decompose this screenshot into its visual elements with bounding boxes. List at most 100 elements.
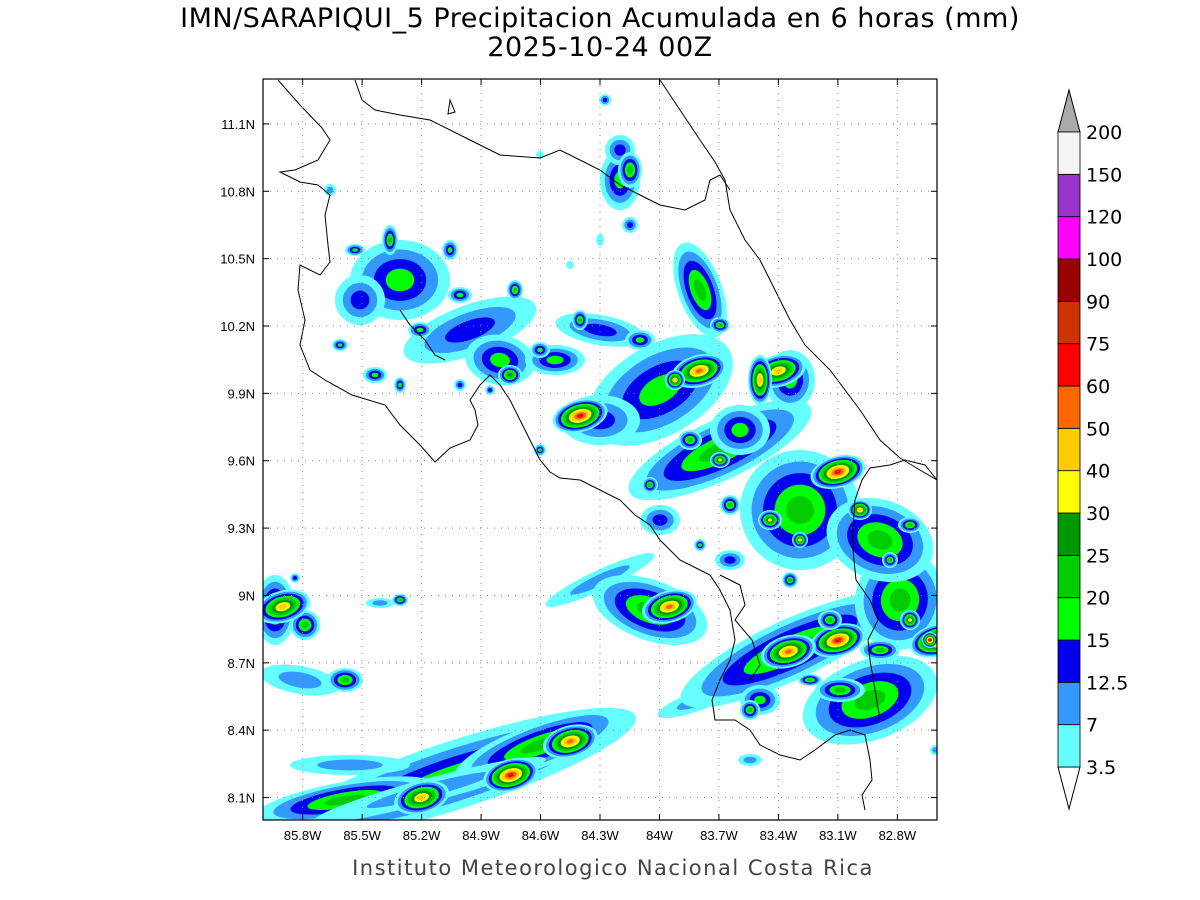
colorbar-level-label: 30 [1086, 503, 1110, 525]
precip-cell [738, 754, 762, 766]
precip-cell [263, 664, 340, 696]
precip-contour [445, 317, 495, 343]
precip-cell [485, 385, 495, 395]
precip-cell [671, 353, 727, 388]
precip-contour [456, 292, 464, 298]
precip-contour [350, 290, 370, 310]
precip-contour [490, 352, 510, 368]
precip-cell [782, 572, 798, 588]
title-line-1: IMN/SARAPIQUI_5 Precipitacion Acumulada … [180, 3, 1020, 34]
colorbar-min-arrow [1057, 766, 1081, 811]
precip-contour [786, 496, 814, 524]
precip-cell [382, 225, 398, 255]
lon-tick-label: 82.8W [879, 828, 917, 843]
precip-contour [398, 382, 402, 388]
precip-cell [290, 573, 300, 583]
precip-cell [710, 317, 730, 333]
precip-cell [740, 700, 760, 720]
precip-cell [694, 539, 706, 551]
colorbar-level-label: 40 [1086, 461, 1110, 483]
precip-contour [570, 565, 630, 595]
colorbar-swatch [1057, 470, 1081, 514]
colorbar-swatch [1057, 300, 1081, 345]
precip-cell [363, 367, 387, 383]
colorbar-level-label: 50 [1086, 418, 1110, 440]
colorbar-swatch [1057, 427, 1081, 472]
colorbar-level-label: 15 [1086, 630, 1110, 652]
colorbar-swatch [1057, 681, 1081, 726]
precip-contour [293, 576, 297, 580]
precip-contour [652, 514, 668, 526]
colorbar-level-label: 12.5 [1086, 672, 1128, 694]
colorbar-level-label: 75 [1086, 334, 1110, 356]
precip-cell [403, 296, 537, 364]
precip-cell [545, 553, 655, 607]
colorbar-swatch [1057, 512, 1081, 556]
map-title: IMN/SARAPIQUI_5 Precipitacion Acumulada … [0, 4, 1200, 62]
lat-tick-label: 9.3N [228, 521, 255, 536]
colorbar-level-label: 100 [1086, 249, 1122, 271]
title-line-2: 2025-10-24 00Z [487, 32, 713, 63]
colorbar: 3.5 7 12.5 15 20 25 30 40 50 60 75 90 100 120 150 200 [1057, 88, 1128, 811]
colorbar-level-label: 150 [1086, 164, 1122, 186]
precip-cell [673, 242, 727, 338]
precip-cell [748, 355, 772, 405]
precip-contour [507, 373, 513, 377]
precip-contour [317, 759, 383, 771]
precip-contour [928, 638, 932, 642]
precip-contour [908, 618, 912, 622]
precip-contour [888, 558, 892, 562]
precip-contour [627, 222, 633, 228]
precip-contour [326, 186, 334, 194]
precip-contour [457, 382, 463, 388]
precip-contour [747, 707, 753, 713]
footer-credit: Instituto Meteorologico Nacional Costa R… [352, 856, 874, 880]
lat-tick-label: 10.5N [220, 252, 255, 267]
precip-contour [807, 678, 813, 682]
precip-cell [715, 550, 745, 570]
precip-contour [907, 523, 913, 527]
precip-cell [335, 275, 385, 325]
precip-cell [720, 495, 740, 515]
precip-cell [290, 755, 410, 775]
precip-contour [889, 588, 911, 612]
precip-contour [546, 355, 564, 365]
precip-contour [278, 604, 287, 610]
precip-contour [754, 695, 766, 705]
precip-contour [724, 556, 736, 564]
precip-contour [768, 518, 772, 522]
precip-cell [642, 589, 697, 624]
colorbar-swatch [1057, 173, 1081, 218]
precip-contour [566, 261, 574, 269]
precip-contour [576, 413, 584, 418]
precip-cell [882, 552, 898, 568]
precip-contour [743, 756, 757, 764]
precip-cell [408, 322, 432, 338]
precip-cell [392, 594, 408, 606]
precip-cell [263, 776, 434, 820]
precip-contour [372, 600, 388, 606]
precip-cell [642, 477, 658, 493]
lon-tick-label: 85.5W [343, 828, 381, 843]
precip-cell [454, 379, 466, 391]
precip-contour [665, 604, 673, 609]
precip-contour [932, 747, 937, 753]
precip-cell [860, 640, 900, 660]
precip-contour [583, 323, 617, 337]
colorbar-max-arrow [1057, 88, 1081, 133]
precip-contour [693, 279, 707, 301]
lat-tick-label: 10.8N [220, 184, 255, 199]
lat-tick-label: 9.6N [228, 454, 255, 469]
precip-cell [798, 674, 822, 686]
precip-cell [848, 500, 872, 520]
precip-contour [602, 97, 608, 103]
precip-contour [537, 347, 543, 353]
precip-contour [488, 388, 492, 392]
precip-contour [727, 502, 733, 508]
precip-contour [507, 773, 515, 778]
precip-contour [538, 448, 542, 452]
precip-contour [788, 578, 792, 582]
colorbar-level-label: 3.5 [1086, 757, 1116, 779]
precip-cell [552, 398, 608, 433]
